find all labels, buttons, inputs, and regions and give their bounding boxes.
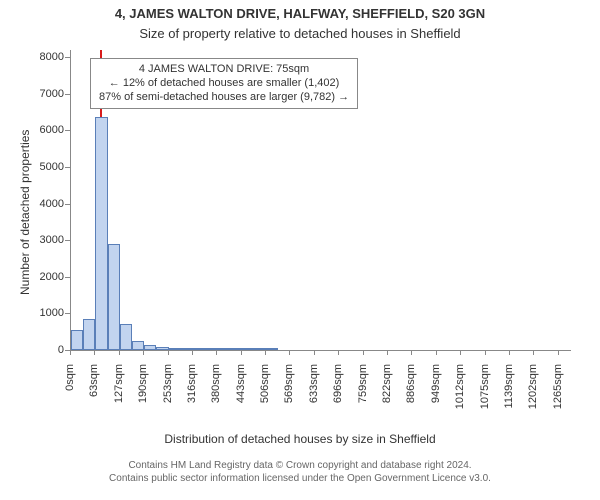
y-tick-mark [65, 130, 70, 131]
x-tick-label: 1012sqm [454, 364, 466, 464]
y-tick-label: 4000 [14, 198, 64, 210]
y-tick-mark [65, 94, 70, 95]
histogram-bar [83, 319, 95, 350]
y-tick-mark [65, 204, 70, 205]
y-tick-label: 2000 [14, 271, 64, 283]
x-tick-label: 886sqm [405, 364, 417, 464]
x-tick-mark [241, 350, 242, 355]
x-tick-mark [314, 350, 315, 355]
histogram-bar [71, 330, 83, 350]
y-tick-mark [65, 313, 70, 314]
x-tick-mark [119, 350, 120, 355]
x-tick-mark [338, 350, 339, 355]
x-tick-mark [363, 350, 364, 355]
y-tick-label: 5000 [14, 161, 64, 173]
x-tick-label: 380sqm [210, 364, 222, 464]
chart-title-sub: Size of property relative to detached ho… [0, 26, 600, 41]
x-tick-label: 443sqm [235, 364, 247, 464]
x-tick-label: 822sqm [381, 364, 393, 464]
x-tick-mark [533, 350, 534, 355]
x-tick-mark [436, 350, 437, 355]
x-tick-label: 63sqm [88, 364, 100, 464]
footer-line: Contains public sector information licen… [0, 473, 600, 484]
x-tick-mark [265, 350, 266, 355]
x-tick-mark [460, 350, 461, 355]
histogram-bar [193, 348, 205, 350]
x-tick-mark [387, 350, 388, 355]
histogram-bar [95, 117, 107, 350]
x-tick-label: 506sqm [259, 364, 271, 464]
y-tick-mark [65, 277, 70, 278]
x-tick-mark [216, 350, 217, 355]
x-tick-mark [411, 350, 412, 355]
info-box-line: 4 JAMES WALTON DRIVE: 75sqm [99, 63, 349, 77]
x-tick-label: 190sqm [137, 364, 149, 464]
histogram-bar [120, 324, 132, 350]
x-tick-label: 1202sqm [527, 364, 539, 464]
y-tick-mark [65, 57, 70, 58]
x-tick-mark [70, 350, 71, 355]
x-tick-label: 696sqm [332, 364, 344, 464]
x-tick-mark [509, 350, 510, 355]
x-tick-label: 1075sqm [479, 364, 491, 464]
x-tick-label: 949sqm [430, 364, 442, 464]
chart-title-main: 4, JAMES WALTON DRIVE, HALFWAY, SHEFFIEL… [0, 6, 600, 21]
x-tick-mark [289, 350, 290, 355]
y-tick-mark [65, 240, 70, 241]
x-tick-mark [558, 350, 559, 355]
x-tick-mark [94, 350, 95, 355]
histogram-bar [266, 348, 278, 350]
y-tick-label: 8000 [14, 51, 64, 63]
info-box-line: 87% of semi-detached houses are larger (… [99, 91, 349, 105]
histogram-bar [144, 345, 156, 350]
histogram-bar [108, 244, 120, 350]
info-box-line: ← 12% of detached houses are smaller (1,… [99, 77, 349, 91]
info-box: 4 JAMES WALTON DRIVE: 75sqm← 12% of deta… [90, 58, 358, 109]
x-tick-label: 0sqm [64, 364, 76, 464]
y-tick-label: 6000 [14, 124, 64, 136]
histogram-bar [242, 348, 254, 350]
x-tick-label: 1139sqm [503, 364, 515, 464]
histogram-bar [132, 341, 144, 351]
y-tick-label: 3000 [14, 234, 64, 246]
x-tick-mark [143, 350, 144, 355]
y-tick-mark [65, 167, 70, 168]
x-tick-label: 253sqm [162, 364, 174, 464]
x-tick-label: 569sqm [283, 364, 295, 464]
y-tick-label: 1000 [14, 307, 64, 319]
y-tick-label: 7000 [14, 88, 64, 100]
y-tick-label: 0 [14, 344, 64, 356]
x-tick-mark [168, 350, 169, 355]
x-tick-label: 759sqm [357, 364, 369, 464]
figure: 4, JAMES WALTON DRIVE, HALFWAY, SHEFFIEL… [0, 0, 600, 500]
x-tick-mark [485, 350, 486, 355]
histogram-bar [217, 348, 229, 350]
x-tick-label: 127sqm [113, 364, 125, 464]
x-tick-mark [192, 350, 193, 355]
x-tick-label: 316sqm [186, 364, 198, 464]
x-tick-label: 1265sqm [552, 364, 564, 464]
x-tick-label: 633sqm [308, 364, 320, 464]
histogram-bar [169, 348, 181, 350]
